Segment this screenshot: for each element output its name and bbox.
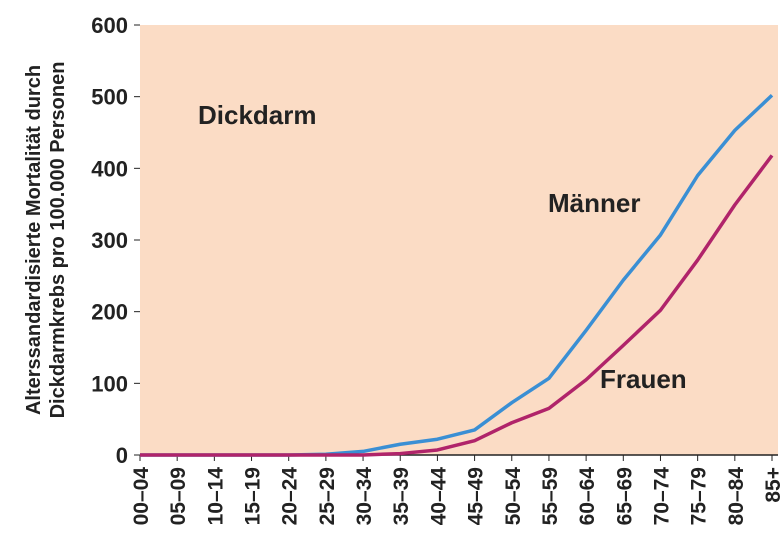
- x-tick-label: 45–49: [465, 467, 488, 525]
- y-axis-label: Dickdarmkrebs pro 100.000 Personen: [47, 62, 69, 419]
- series-label: Frauen: [600, 364, 687, 394]
- x-tick-label: 50–54: [502, 467, 525, 526]
- y-tick-label: 300: [91, 228, 128, 253]
- y-tick-label: 100: [91, 371, 128, 396]
- y-tick-label: 0: [116, 443, 128, 468]
- x-tick-label: 15–19: [242, 467, 265, 525]
- y-axis-label: Alterssandardisierte Mortalität durch: [23, 65, 45, 415]
- x-tick-label: 30–34: [353, 467, 376, 526]
- y-tick-label: 200: [91, 300, 128, 325]
- y-tick-label: 600: [91, 13, 128, 38]
- y-tick-label: 400: [91, 156, 128, 181]
- x-tick-label: 80–84: [725, 467, 748, 526]
- x-tick-label: 00–04: [130, 467, 153, 526]
- x-tick-label: 35–39: [390, 467, 413, 525]
- annotation: Dickdarm: [198, 100, 317, 130]
- x-tick-label: 75–79: [688, 467, 711, 525]
- x-tick-label: 85+: [762, 467, 784, 503]
- x-tick-label: 20–24: [279, 467, 302, 526]
- y-tick-label: 500: [91, 85, 128, 110]
- line-series: [140, 154, 774, 457]
- x-tick-label: 05–09: [167, 467, 190, 525]
- x-tick-label: 70–74: [650, 467, 673, 526]
- plot-area: [140, 25, 778, 455]
- series-label: Männer: [548, 188, 640, 218]
- x-tick-label: 55–59: [539, 467, 562, 525]
- x-tick-label: 25–29: [316, 467, 339, 525]
- x-tick-label: 40–44: [427, 467, 450, 526]
- x-tick-label: 60–64: [576, 467, 599, 526]
- x-tick-label: 10–14: [204, 467, 227, 526]
- x-tick-label: 65–69: [613, 467, 636, 525]
